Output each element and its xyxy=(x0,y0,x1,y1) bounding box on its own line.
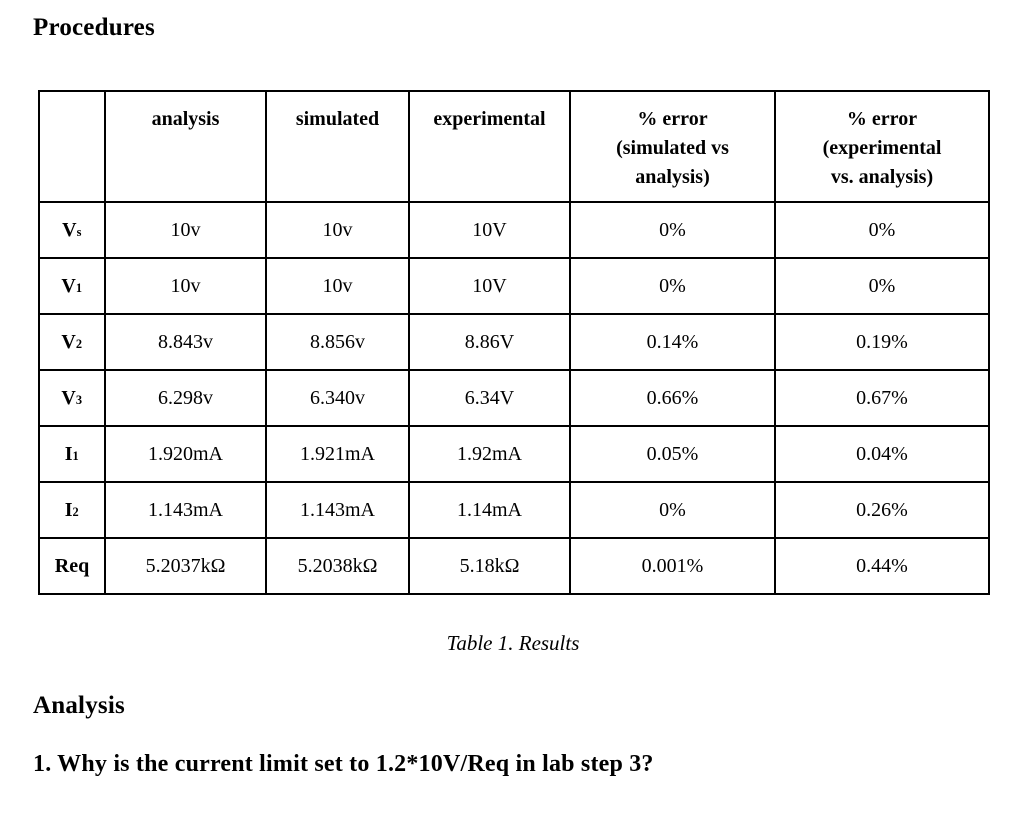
cell-v2-error-exp: 0.19% xyxy=(774,313,990,371)
row-label-sub: 2 xyxy=(72,504,80,519)
row-label-i1: I1 xyxy=(38,425,106,483)
cell-i1-experimental: 1.92mA xyxy=(408,425,571,483)
table-row-v3: V3 6.298v 6.340v 6.34V 0.66% 0.67% xyxy=(38,369,990,427)
cell-i1-analysis: 1.920mA xyxy=(104,425,267,483)
cell-i2-simulated: 1.143mA xyxy=(265,481,410,539)
table-header-row: analysis simulated experimental % error … xyxy=(38,90,990,203)
cell-v1-experimental: 10V xyxy=(408,257,571,315)
table-row-v1: V1 10v 10v 10V 0% 0% xyxy=(38,257,990,315)
table-row-vs: Vs 10v 10v 10V 0% 0% xyxy=(38,201,990,259)
cell-v1-analysis: 10v xyxy=(104,257,267,315)
row-label-v3: V3 xyxy=(38,369,106,427)
column-header-experimental: experimental xyxy=(408,90,571,203)
procedures-heading: Procedures xyxy=(33,14,155,41)
row-label-v1: V1 xyxy=(38,257,106,315)
cell-i1-error-exp: 0.04% xyxy=(774,425,990,483)
results-table: analysis simulated experimental % error … xyxy=(38,90,990,595)
row-label-sub: 2 xyxy=(75,336,83,351)
row-label-sub: 3 xyxy=(75,392,83,407)
cell-i2-analysis: 1.143mA xyxy=(104,481,267,539)
table-row-req: Req 5.2037kΩ 5.2038kΩ 5.18kΩ 0.001% 0.44… xyxy=(38,537,990,595)
cell-i1-simulated: 1.921mA xyxy=(265,425,410,483)
cell-v2-analysis: 8.843v xyxy=(104,313,267,371)
column-header-empty xyxy=(38,90,106,203)
cell-v3-error-exp: 0.67% xyxy=(774,369,990,427)
cell-v3-experimental: 6.34V xyxy=(408,369,571,427)
cell-v2-simulated: 8.856v xyxy=(265,313,410,371)
cell-vs-error-exp: 0% xyxy=(774,201,990,259)
cell-vs-error-sim: 0% xyxy=(569,201,776,259)
cell-v2-error-sim: 0.14% xyxy=(569,313,776,371)
cell-req-error-sim: 0.001% xyxy=(569,537,776,595)
row-label-base: V xyxy=(61,274,76,297)
row-label-v2: V2 xyxy=(38,313,106,371)
row-label-i2: I2 xyxy=(38,481,106,539)
table-row-v2: V2 8.843v 8.856v 8.86V 0.14% 0.19% xyxy=(38,313,990,371)
cell-v3-analysis: 6.298v xyxy=(104,369,267,427)
cell-v1-error-sim: 0% xyxy=(569,257,776,315)
cell-v3-error-sim: 0.66% xyxy=(569,369,776,427)
column-header-analysis: analysis xyxy=(104,90,267,203)
row-label-sub: 1 xyxy=(75,280,83,295)
cell-i1-error-sim: 0.05% xyxy=(569,425,776,483)
cell-i2-error-sim: 0% xyxy=(569,481,776,539)
cell-i2-experimental: 1.14mA xyxy=(408,481,571,539)
cell-req-simulated: 5.2038kΩ xyxy=(265,537,410,595)
row-label-vs: Vs xyxy=(38,201,106,259)
row-label-req: Req xyxy=(38,537,106,595)
row-label-sub: s xyxy=(76,224,82,239)
table-row-i2: I2 1.143mA 1.143mA 1.14mA 0% 0.26% xyxy=(38,481,990,539)
column-header-simulated: simulated xyxy=(265,90,410,203)
cell-i2-error-exp: 0.26% xyxy=(774,481,990,539)
cell-v1-error-exp: 0% xyxy=(774,257,990,315)
row-label-sub: 1 xyxy=(72,448,80,463)
column-header-error-simulated: % error (simulated vs analysis) xyxy=(569,90,776,203)
cell-v1-simulated: 10v xyxy=(265,257,410,315)
row-label-base: I xyxy=(64,442,73,465)
row-label-base: Req xyxy=(54,554,90,577)
cell-v3-simulated: 6.340v xyxy=(265,369,410,427)
cell-req-analysis: 5.2037kΩ xyxy=(104,537,267,595)
column-header-error-experimental: % error (experimental vs. analysis) xyxy=(774,90,990,203)
table-caption: Table 1. Results xyxy=(446,631,580,655)
cell-req-error-exp: 0.44% xyxy=(774,537,990,595)
row-label-base: V xyxy=(61,386,76,409)
analysis-heading: Analysis xyxy=(33,692,125,719)
cell-vs-experimental: 10V xyxy=(408,201,571,259)
table-row-i1: I1 1.920mA 1.921mA 1.92mA 0.05% 0.04% xyxy=(38,425,990,483)
row-label-base: I xyxy=(64,498,73,521)
cell-vs-analysis: 10v xyxy=(104,201,267,259)
question-text: 1. Why is the current limit set to 1.2*1… xyxy=(33,751,654,777)
cell-v2-experimental: 8.86V xyxy=(408,313,571,371)
cell-req-experimental: 5.18kΩ xyxy=(408,537,571,595)
row-label-base: V xyxy=(62,218,77,241)
cell-vs-simulated: 10v xyxy=(265,201,410,259)
row-label-base: V xyxy=(61,330,76,353)
